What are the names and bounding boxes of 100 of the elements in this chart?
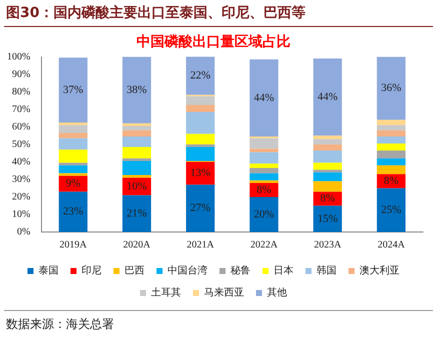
y-tick-label: 20% [12, 192, 30, 203]
bar [376, 125, 406, 130]
bar [58, 173, 88, 176]
bar [122, 195, 152, 232]
bar [122, 161, 152, 176]
data-label: 20% [254, 208, 274, 220]
bar [58, 58, 88, 122]
data-label: 44% [317, 90, 338, 103]
bar [186, 56, 215, 95]
source-note: 数据来源：海关总署 [6, 316, 114, 333]
data-label: 15% [317, 212, 338, 225]
legend-label: 马来西亚 [204, 286, 244, 299]
legend-label: 日本 [274, 264, 294, 277]
data-label: 36% [381, 82, 402, 94]
data-label: 37% [63, 84, 84, 96]
legend-label: 中国台湾 [168, 264, 208, 277]
bar [122, 175, 152, 178]
bar [376, 158, 406, 166]
bar [313, 162, 342, 170]
bar [122, 147, 152, 158]
x-tick-label: 2024A [378, 240, 406, 251]
legend-label: 秘鲁 [230, 264, 250, 277]
bar [186, 112, 215, 134]
data-label: 8% [384, 175, 399, 188]
x-tick-label: 2020A [123, 240, 152, 251]
bar [186, 184, 215, 232]
y-tick-label: 70% [12, 104, 30, 115]
bar [250, 164, 278, 168]
legend-label: 泰国 [38, 266, 58, 277]
x-tick-label: 2019A [60, 240, 88, 251]
bar [122, 158, 152, 162]
data-label: 8% [256, 184, 272, 196]
data-label: 44% [254, 92, 274, 104]
data-label: 13% [190, 167, 210, 180]
legend-label: 澳大利亚 [360, 264, 400, 277]
bar [186, 147, 215, 162]
bar [58, 122, 88, 126]
bar [313, 150, 342, 163]
data-label: 10% [126, 180, 147, 192]
bar [186, 144, 215, 148]
bar [250, 138, 278, 149]
bar [58, 165, 88, 174]
bar [376, 130, 406, 137]
bar [58, 192, 88, 232]
y-tick-label: 0% [16, 226, 30, 238]
bar [122, 130, 152, 137]
bar [122, 123, 152, 126]
bar [58, 162, 88, 166]
y-tick-label: 40% [12, 156, 30, 168]
bar [122, 126, 152, 130]
legend-label: 韩国 [316, 264, 336, 277]
bar [186, 96, 215, 105]
bar [376, 144, 406, 151]
data-label: 8% [320, 192, 335, 205]
bar [313, 144, 342, 151]
chart-subtitle: 图30：国内磷酸主要出口至泰国、印尼、巴西等 [6, 4, 306, 22]
y-tick-label: 50% [12, 139, 30, 150]
bar [186, 104, 215, 112]
data-label: 23% [63, 206, 84, 218]
data-label: 21% [126, 207, 147, 220]
bar [122, 136, 152, 148]
data-label: 9% [66, 178, 80, 190]
data-label: 22% [190, 69, 210, 82]
bar [313, 139, 342, 144]
data-label: 25% [381, 204, 402, 216]
x-tick-label: 2021A [186, 240, 215, 251]
bar [313, 206, 342, 232]
y-tick-label: 80% [12, 86, 30, 98]
bar [58, 125, 88, 134]
bar [313, 172, 342, 182]
legend-label: 其他 [267, 286, 287, 299]
bar [250, 59, 278, 137]
bar [250, 180, 278, 183]
bar [376, 136, 406, 144]
y-tick-label: 60% [12, 122, 30, 133]
y-tick-label: 90% [12, 68, 30, 80]
bar [58, 138, 88, 150]
chart-title: 中国磷酸出口量区域占比 [136, 34, 290, 50]
x-tick-label: 2022A [250, 240, 278, 251]
bar [313, 181, 342, 192]
y-tick-label: 30% [12, 174, 30, 186]
data-label: 38% [126, 84, 147, 96]
bar [376, 56, 406, 120]
bar [58, 150, 88, 163]
bar [250, 173, 278, 180]
bar [58, 133, 88, 138]
legend-label: 土耳其 [151, 286, 181, 299]
bar [250, 148, 278, 152]
x-tick-label: 2023A [314, 240, 342, 251]
bar [250, 152, 278, 164]
bar [376, 188, 406, 232]
bar [122, 56, 152, 124]
bar [250, 168, 278, 174]
bar [313, 170, 342, 172]
bar [376, 150, 406, 158]
bar [376, 120, 406, 126]
bar [376, 165, 406, 174]
bar [250, 196, 278, 232]
bar [313, 58, 342, 136]
bar [313, 136, 342, 140]
